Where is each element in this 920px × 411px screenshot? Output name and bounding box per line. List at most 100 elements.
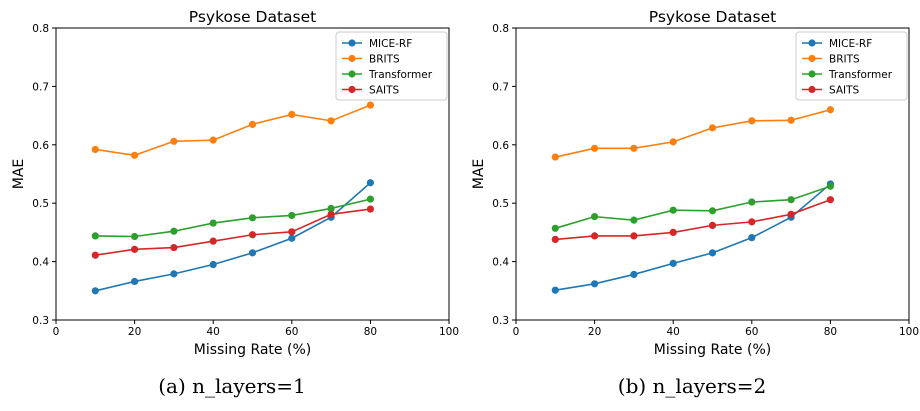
data-point-brits [248, 120, 257, 128]
chart-panel-1: Psykose Dataset 0 20 40 60 80 100 0.3 0.4 0.5 0.6 0… [11, 8, 459, 398]
y-axis-label: MAE [471, 159, 487, 190]
x-tick-label: 80 [824, 326, 837, 338]
legend-label: Transformer [828, 69, 893, 81]
legend-label: BRITS [369, 54, 400, 66]
data-point-saits [327, 210, 335, 218]
legend-swatch-marker [808, 54, 816, 63]
plot-frame [55, 27, 450, 321]
data-point-mice-rf [131, 277, 139, 286]
data-point-saits [91, 251, 99, 259]
series-line-saits [555, 198, 831, 241]
subfigure-caption: (b) n_layers=2 [618, 374, 766, 398]
data-point-transformer [209, 219, 217, 227]
data-point-brits [787, 116, 795, 124]
y-tick-label: 0.5 [492, 198, 509, 210]
legend-swatch-marker [808, 70, 816, 78]
data-point-brits [170, 137, 178, 145]
series-line-brits [555, 108, 831, 158]
subfigure-caption: (a) n_layers=1 [158, 374, 306, 398]
y-axis-label: MAE [11, 159, 27, 190]
data-point-saits [366, 205, 374, 213]
legend-swatch-marker [348, 54, 356, 63]
legend-swatch-marker [348, 70, 356, 78]
chart-panel-2: Psykose Dataset 0 20 40 60 80 100 0.3 0.4 0.5 0.6 0… [471, 8, 919, 398]
x-tick-label: 20 [128, 326, 141, 338]
data-point-transformer [708, 207, 717, 215]
data-point-brits [209, 136, 217, 144]
data-point-mice-rf [288, 234, 296, 242]
data-point-mice-rf [248, 249, 257, 257]
data-point-brits [131, 151, 139, 159]
data-point-saits [170, 243, 178, 252]
data-point-mice-rf [591, 280, 599, 288]
y-tick-label: 0.6 [32, 140, 49, 152]
y-tick-label: 0.4 [492, 257, 509, 269]
data-point-transformer [748, 198, 756, 206]
legend: MICE-RF BRITS Transformer SAITS [795, 31, 908, 101]
x-tick-label: 40 [207, 326, 220, 338]
data-point-saits [288, 228, 296, 236]
data-point-mice-rf [209, 260, 217, 269]
data-point-transformer [170, 227, 178, 235]
data-point-transformer [366, 195, 374, 203]
data-point-brits [327, 117, 335, 125]
data-point-transformer [826, 182, 835, 190]
x-tick-label: 60 [745, 326, 758, 338]
legend-box [335, 31, 448, 101]
data-point-transformer [327, 204, 335, 213]
legend-label: SAITS [829, 85, 860, 97]
data-point-saits [551, 235, 559, 244]
data-point-mice-rf [170, 270, 178, 278]
x-tick-label: 0 [513, 326, 520, 338]
y-tick-label: 0.6 [492, 140, 509, 152]
data-point-saits [630, 232, 638, 240]
legend: MICE-RF BRITS Transformer SAITS [335, 31, 448, 101]
y-tick-label: 0.8 [492, 23, 509, 35]
data-point-mice-rf [748, 234, 756, 242]
data-point-brits [826, 106, 835, 114]
data-point-transformer [131, 232, 139, 241]
data-point-saits [708, 221, 717, 229]
chart-title: Psykose Dataset [649, 8, 776, 26]
x-tick-label: 60 [285, 326, 298, 338]
y-tick-label: 0.8 [32, 23, 49, 35]
legend-label: MICE-RF [369, 38, 412, 50]
data-point-saits [748, 218, 756, 226]
data-point-mice-rf [91, 287, 99, 295]
data-point-brits [366, 101, 374, 109]
data-point-saits [131, 245, 139, 253]
legend-swatch-marker [348, 85, 356, 94]
data-point-transformer [630, 216, 638, 224]
x-tick-label: 100 [899, 326, 919, 338]
legend-swatch-marker [808, 85, 816, 94]
legend-box [795, 31, 908, 101]
legend-label: MICE-RF [829, 38, 872, 50]
plot-frame [515, 27, 910, 321]
series-line-transformer [555, 185, 831, 230]
y-tick-label: 0.3 [492, 315, 509, 327]
y-tick-label: 0.7 [492, 81, 509, 93]
data-point-saits [787, 210, 795, 218]
y-tick-label: 0.4 [32, 257, 49, 269]
data-point-saits [826, 196, 835, 204]
x-tick-label: 80 [364, 326, 377, 338]
data-point-transformer [669, 206, 677, 214]
data-point-brits [669, 138, 677, 146]
x-tick-label: 20 [588, 326, 601, 338]
y-tick-label: 0.3 [32, 315, 49, 327]
y-tick-label: 0.7 [32, 81, 49, 93]
series-line-transformer [95, 198, 371, 238]
data-point-brits [708, 124, 717, 132]
data-point-transformer [591, 213, 599, 221]
data-point-brits [288, 110, 296, 119]
x-axis-label: Missing Rate (%) [654, 342, 771, 358]
data-point-transformer [91, 232, 99, 240]
data-point-mice-rf [366, 179, 374, 187]
x-axis-label: Missing Rate (%) [194, 342, 311, 358]
data-point-transformer [787, 196, 795, 204]
data-point-brits [551, 153, 559, 161]
x-tick-label: 100 [439, 326, 459, 338]
data-point-saits [669, 228, 677, 236]
legend-swatch-marker [348, 39, 356, 47]
